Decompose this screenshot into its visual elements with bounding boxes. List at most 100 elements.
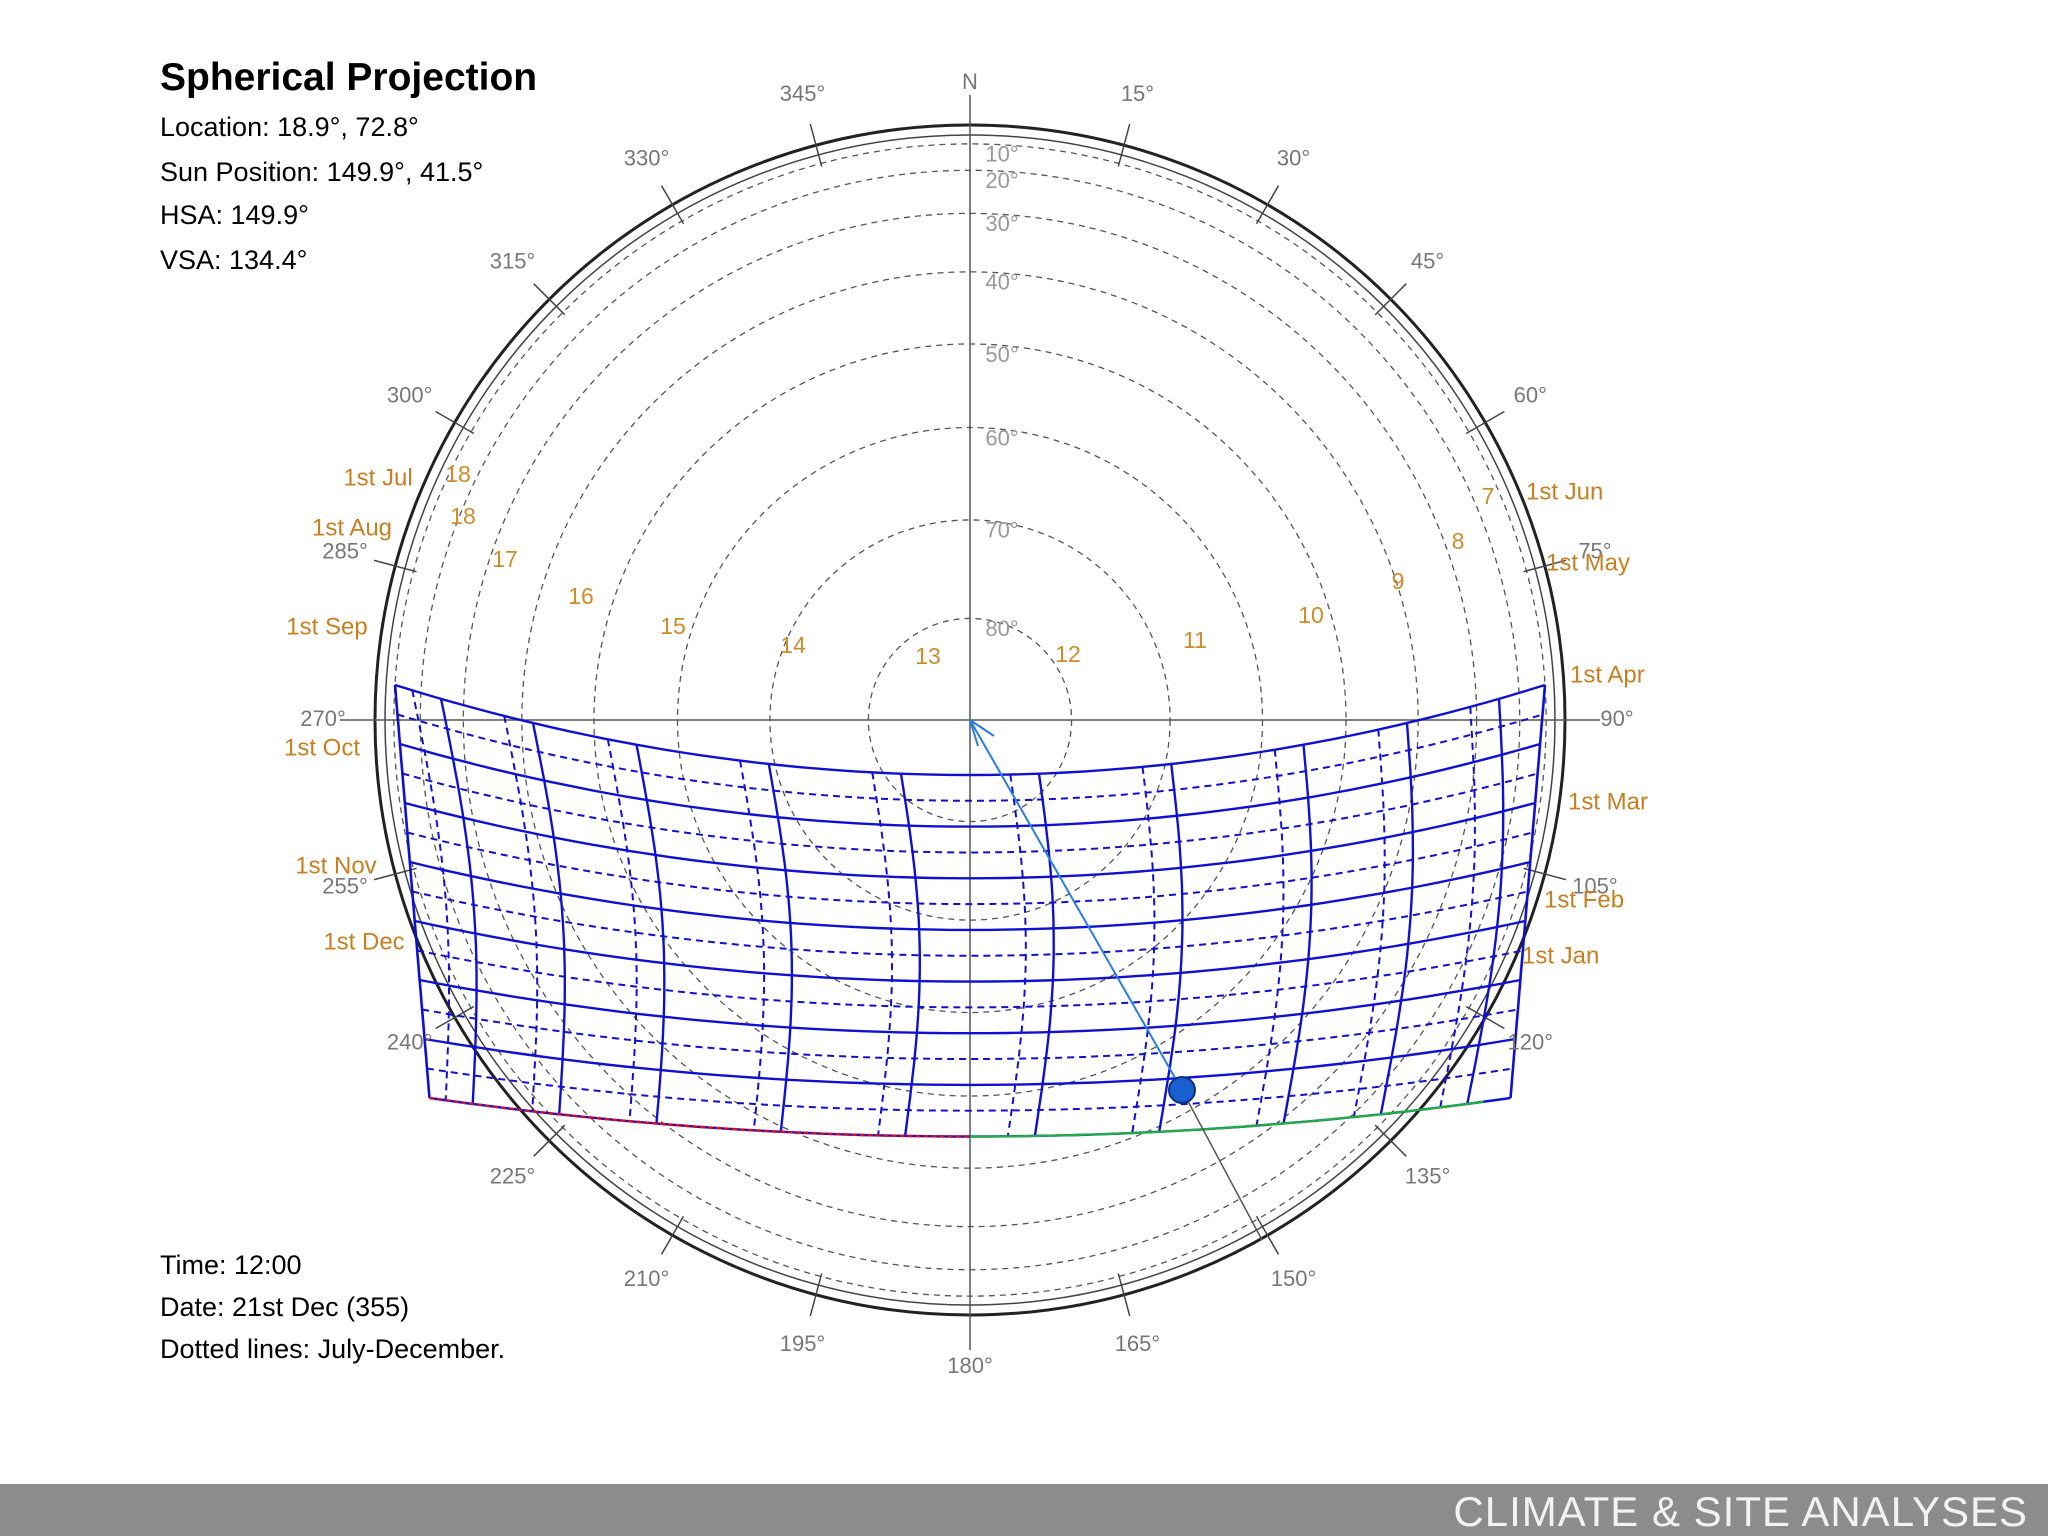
- hour-label-1: 8: [1452, 528, 1465, 554]
- altitude-label-50: 50°: [985, 342, 1018, 367]
- azimuth-tick-135: [1374, 1124, 1407, 1157]
- hour-line-solid-0: [439, 698, 478, 1104]
- azimuth-tick-120: [1465, 1005, 1505, 1030]
- azimuth-label-105: 105°: [1572, 873, 1618, 898]
- solstice-path-afternoon: [970, 1100, 1484, 1138]
- altitude-label-30: 30°: [985, 211, 1018, 236]
- azimuth-label-15: 15°: [1121, 81, 1154, 106]
- hour-line-dotted-9: [1439, 706, 1476, 1108]
- hour-line-dotted-4: [871, 772, 894, 1136]
- hour-label-11: 18: [450, 503, 476, 529]
- hour-line-dotted-7: [1255, 749, 1285, 1126]
- azimuth-tick-60: [1465, 410, 1505, 435]
- sun-position-text: Sun Position: 149.9°, 41.5°: [160, 157, 484, 187]
- date-line-dotted-1: [402, 772, 1538, 854]
- azimuth-label-90: 90°: [1600, 706, 1633, 731]
- month-label-apr: 1st Apr: [1570, 661, 1645, 688]
- altitude-label-10: 10°: [985, 142, 1018, 167]
- hour-label-0: 7: [1482, 483, 1495, 509]
- hour-label-10: 17: [492, 546, 518, 572]
- azimuth-label-270: 270°: [300, 706, 346, 731]
- hour-label-6: 13: [915, 643, 941, 669]
- sun-azimuth-line: [1181, 1089, 1263, 1241]
- hour-label-2: 9: [1392, 568, 1405, 594]
- azimuth-tick-195: [809, 1273, 823, 1317]
- azimuth-label-60: 60°: [1514, 382, 1547, 407]
- altitude-label-40: 40°: [985, 270, 1018, 295]
- altitude-label-20: 20°: [985, 168, 1018, 193]
- hour-label-9: 16: [568, 583, 594, 609]
- hour-line-dotted-5: [1006, 774, 1027, 1137]
- footer-bar: CLIMATE & SITE ANALYSES: [0, 1484, 2048, 1536]
- date-line-solid-2: [404, 801, 1536, 880]
- azimuth-label-120: 120°: [1508, 1029, 1554, 1054]
- month-label-may: 1st May: [1546, 549, 1630, 576]
- altitude-label-70: 70°: [985, 518, 1018, 543]
- azimuth-tick-345: [809, 123, 823, 167]
- date-line-dotted-5: [421, 1008, 1519, 1060]
- date-line-solid-1: [399, 742, 1541, 828]
- hour-label-7: 14: [780, 632, 806, 658]
- azimuth-tick-300: [435, 410, 475, 435]
- azimuth-label-300: 300°: [387, 382, 433, 407]
- hour-line-dotted-6: [1131, 766, 1156, 1134]
- time-text: Time: 12:00: [160, 1250, 302, 1280]
- month-label-jun: 1st Jun: [1526, 478, 1603, 505]
- altitude-label-80: 80°: [985, 616, 1018, 641]
- hsa-text: HSA: 149.9°: [160, 200, 309, 230]
- hour-label-4: 11: [1183, 627, 1207, 653]
- hour-line-dotted-0: [411, 690, 450, 1101]
- azimuth-tick-165: [1117, 1273, 1131, 1317]
- date-line-dotted-6: [426, 1067, 1514, 1112]
- azimuth-label-315: 315°: [490, 248, 536, 273]
- solstice-path-morning: [429, 1096, 970, 1138]
- hour-line-dotted-3: [739, 760, 766, 1131]
- azimuth-label-345: 345°: [780, 81, 826, 106]
- hour-label-8: 15: [660, 613, 686, 639]
- date-line-dotted-2: [407, 831, 1533, 906]
- month-label-dec: 1st Dec: [323, 928, 404, 955]
- vsa-text: VSA: 134.4°: [160, 245, 308, 275]
- month-label-mar: 1st Mar: [1568, 788, 1648, 815]
- azimuth-label-330: 330°: [624, 145, 670, 170]
- azimuth-tick-315: [533, 283, 566, 316]
- azimuth-label-75: 75°: [1578, 538, 1611, 563]
- azimuth-label-240: 240°: [387, 1029, 433, 1054]
- month-label-jan: 1st Jan: [1522, 942, 1599, 969]
- date-line-solid-6: [424, 1037, 1516, 1087]
- azimuth-tick-75: [1523, 559, 1567, 573]
- azimuth-tick-330: [660, 185, 685, 225]
- azimuth-label-195: 195°: [780, 1331, 826, 1356]
- month-label-oct: 1st Oct: [284, 734, 360, 761]
- date-line-solid-3: [409, 860, 1531, 932]
- altitude-label-60: 60°: [985, 425, 1018, 450]
- location-text: Location: 18.9°, 72.8°: [160, 112, 419, 142]
- hour-label-5: 12: [1055, 641, 1081, 667]
- azimuth-label-285: 285°: [322, 538, 368, 563]
- hour-line-solid-9: [1466, 698, 1505, 1105]
- sun-path-curves: [393, 683, 1547, 1241]
- month-label-sep: 1st Sep: [286, 613, 367, 640]
- hour-line-solid-8: [1379, 722, 1415, 1115]
- azimuth-tick-150: [1255, 1215, 1280, 1255]
- date-line-dotted-0: [397, 713, 1543, 802]
- date-text: Date: 21st Dec (355): [160, 1292, 410, 1322]
- azimuth-tick-30: [1255, 185, 1280, 225]
- boundary-east: [1509, 684, 1547, 1099]
- month-label-aug: 1st Aug: [312, 514, 392, 541]
- azimuth-label-135: 135°: [1405, 1163, 1451, 1188]
- diagram-labels: 10°20° 30° 40° 50° 60° 70° 80° N 15° 30° 45° 60° 75°…: [284, 69, 1648, 1378]
- azimuth-tick-285: [373, 559, 417, 573]
- azimuth-label-255: 255°: [322, 873, 368, 898]
- sun-marker: [1168, 1076, 1196, 1104]
- date-line-solid-0: [394, 683, 1546, 777]
- azimuth-label-165: 165°: [1115, 1331, 1161, 1356]
- north-label: N: [962, 69, 978, 94]
- azimuth-tick-225: [533, 1124, 566, 1157]
- diagram-title: Spherical Projection: [160, 56, 538, 99]
- hour-line-solid-3: [767, 763, 794, 1132]
- month-label-feb: 1st Feb: [1544, 886, 1624, 913]
- dotted-lines-note: Dotted lines: July-December.: [160, 1334, 506, 1364]
- azimuth-tick-15: [1117, 123, 1131, 167]
